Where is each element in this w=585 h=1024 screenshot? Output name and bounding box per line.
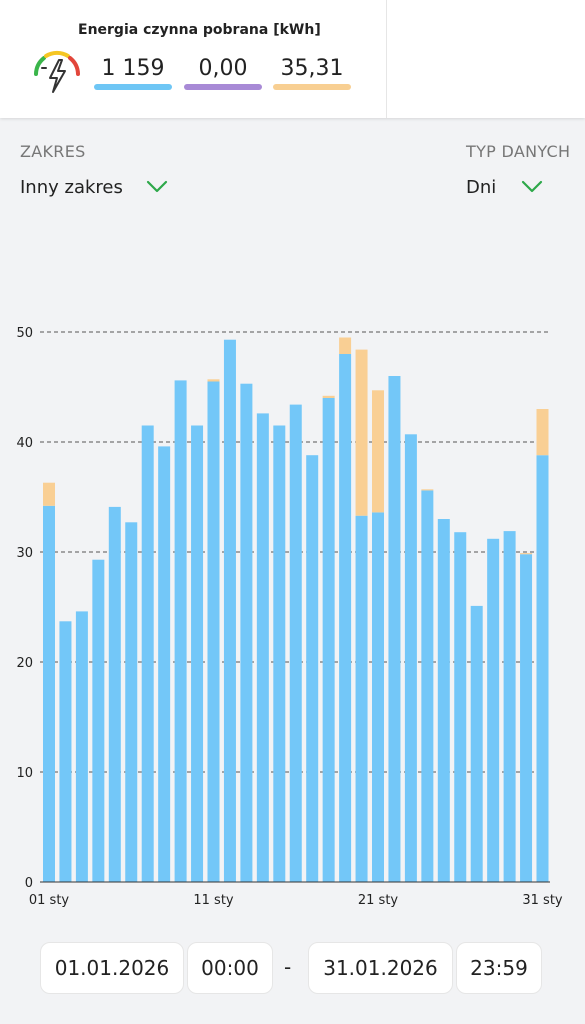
value-consumed-bar bbox=[94, 84, 172, 90]
bar-base bbox=[108, 506, 121, 882]
daily-energy-chart: 0 10 20 30 40 50 01 sty 11 sty 21 sty 31 sty bbox=[16, 326, 563, 908]
bar-base bbox=[289, 404, 302, 882]
bar-top bbox=[372, 390, 384, 513]
bar-base bbox=[273, 425, 286, 882]
summary-divider bbox=[386, 0, 387, 118]
bar-base bbox=[487, 538, 500, 882]
data-type-label: TYP DANYCH bbox=[466, 142, 571, 161]
bar-base bbox=[355, 515, 368, 882]
end-date-field[interactable]: 31.01.2026 bbox=[308, 942, 453, 994]
bar-base bbox=[421, 490, 434, 882]
bar-top bbox=[355, 349, 368, 516]
bar-top bbox=[322, 395, 335, 398]
start-date-field[interactable]: 01.01.2026 bbox=[40, 942, 184, 994]
start-time-field[interactable]: 00:00 bbox=[187, 942, 273, 994]
summary-card: Energia czynna pobrana [kWh] 1 159 0,00 … bbox=[0, 0, 585, 118]
bar-base bbox=[536, 455, 549, 882]
bar-base bbox=[520, 554, 533, 882]
end-time-field[interactable]: 23:59 bbox=[456, 942, 542, 994]
x-tick-label: 31 sty bbox=[522, 893, 563, 908]
bar-base bbox=[437, 519, 450, 882]
bar-top bbox=[43, 482, 55, 506]
bar-base bbox=[339, 354, 352, 882]
bar-base bbox=[92, 559, 105, 882]
bar-top bbox=[207, 379, 220, 382]
date-range-separator: - bbox=[284, 955, 292, 979]
range-chevron-down-icon[interactable] bbox=[146, 180, 168, 194]
y-tick-label: 50 bbox=[16, 326, 33, 341]
bar-base bbox=[59, 621, 72, 882]
bar-base bbox=[256, 413, 269, 882]
bar-base bbox=[43, 505, 55, 882]
value-consumed: 1 159 bbox=[101, 56, 165, 81]
x-tick-label: 01 sty bbox=[29, 893, 70, 908]
bar-base bbox=[372, 512, 384, 882]
bar-base bbox=[306, 455, 319, 882]
y-tick-label: 10 bbox=[16, 766, 33, 781]
value-second-bar bbox=[184, 84, 262, 90]
bar-base bbox=[158, 446, 171, 882]
energy-meter-icon bbox=[34, 50, 80, 93]
bar-top bbox=[339, 337, 352, 354]
value-third-bar bbox=[273, 84, 351, 90]
bar-base bbox=[223, 339, 236, 882]
bar-base bbox=[404, 434, 417, 882]
range-select-value[interactable]: Inny zakres bbox=[20, 177, 123, 198]
bar-top bbox=[421, 489, 434, 491]
range-label: ZAKRES bbox=[20, 142, 86, 161]
bar-base bbox=[125, 522, 138, 882]
bar-top bbox=[520, 553, 533, 555]
y-tick-label: 30 bbox=[16, 546, 33, 561]
value-second: 0,00 bbox=[198, 56, 248, 81]
bar-top bbox=[536, 409, 549, 456]
bar-base bbox=[388, 376, 401, 882]
bar-base bbox=[470, 605, 483, 882]
y-tick-label: 20 bbox=[16, 656, 33, 671]
bar-base bbox=[454, 532, 467, 882]
bar-base bbox=[207, 381, 220, 882]
data-type-chevron-down-icon[interactable] bbox=[521, 180, 543, 194]
y-tick-label: 40 bbox=[16, 436, 33, 451]
bar-base bbox=[322, 398, 335, 882]
bar-base bbox=[75, 611, 88, 882]
bar-base bbox=[174, 380, 187, 882]
x-tick-label: 21 sty bbox=[358, 893, 399, 908]
value-third: 35,31 bbox=[280, 56, 344, 81]
x-tick-label: 11 sty bbox=[193, 893, 234, 908]
summary-title: Energia czynna pobrana [kWh] bbox=[78, 22, 321, 38]
bar-base bbox=[240, 383, 253, 882]
bar-base bbox=[141, 425, 154, 882]
bar-base bbox=[503, 531, 516, 882]
y-tick-label: 0 bbox=[25, 876, 33, 891]
bar-base bbox=[191, 425, 204, 882]
data-type-select-value[interactable]: Dni bbox=[466, 177, 497, 198]
